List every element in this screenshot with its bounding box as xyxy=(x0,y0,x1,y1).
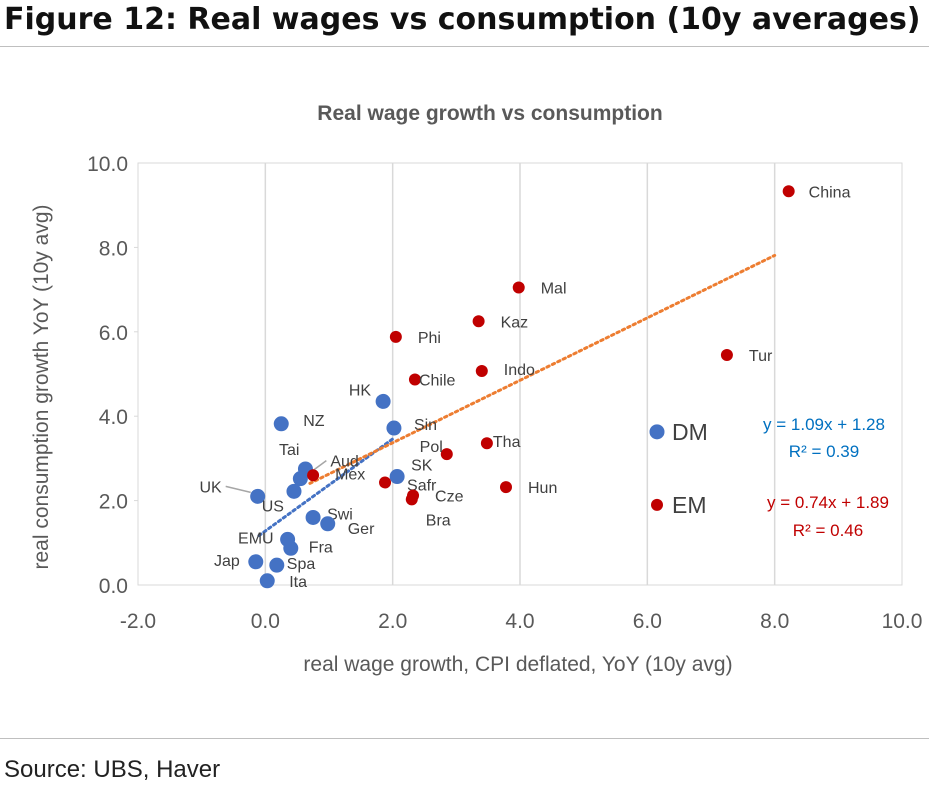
em-legend-label: EM xyxy=(672,492,707,518)
y-axis-title: real consumption growth YoY (10y avg) xyxy=(30,205,53,570)
y-tick-label: 8.0 xyxy=(99,237,128,260)
em-legend-marker xyxy=(651,498,663,511)
x-tick-label: 6.0 xyxy=(633,610,662,633)
dm-point-hk xyxy=(375,393,391,409)
em-point-china xyxy=(782,185,795,198)
em-point-kaz xyxy=(472,315,485,328)
x-tick-label: 8.0 xyxy=(760,610,789,633)
x-tick-label: 2.0 xyxy=(378,610,407,633)
x-tick-label: 10.0 xyxy=(882,610,923,633)
point-label-uk: UK xyxy=(199,479,222,496)
y-tick-label: 2.0 xyxy=(99,491,128,514)
em-trendline xyxy=(308,253,777,485)
source-note: Source: UBS, Haver xyxy=(4,756,221,783)
point-label-bra: Bra xyxy=(426,512,451,529)
point-label-mex: Mex xyxy=(335,466,365,483)
point-label-emu: EMU xyxy=(238,530,274,547)
y-tick-label: 10.0 xyxy=(87,153,128,176)
point-label-chile: Chile xyxy=(419,372,456,389)
scatter-chart: Real wage growth vs consumption -2.0 0.0 2.… xyxy=(30,102,923,676)
dm-point-uk xyxy=(250,488,266,504)
title-rule xyxy=(0,46,929,47)
em-point-indo xyxy=(475,365,488,378)
point-label-china: China xyxy=(809,184,851,201)
point-label-jap: Jap xyxy=(214,553,240,570)
dm-point-jap xyxy=(248,554,264,570)
label-leader-uk xyxy=(225,485,251,494)
point-label-us: US xyxy=(262,498,284,515)
x-tick-label: -2.0 xyxy=(120,610,156,633)
em-point-tur xyxy=(720,349,733,362)
dm-point-us xyxy=(286,483,302,499)
point-label-spa: Spa xyxy=(287,556,316,573)
dm-point-aud xyxy=(292,471,308,487)
point-label-hk: HK xyxy=(349,382,372,399)
em-point-phi xyxy=(389,330,402,343)
point-label-kaz: Kaz xyxy=(501,314,529,331)
dm-legend-marker xyxy=(649,424,665,440)
chart-title: Real wage growth vs consumption xyxy=(317,102,662,125)
point-label-ger: Ger xyxy=(348,521,375,538)
y-tick-label: 6.0 xyxy=(99,322,128,345)
point-label-sk: SK xyxy=(411,458,433,475)
dm-point-sin xyxy=(386,420,402,436)
dm-trend-r2: R² = 0.39 xyxy=(789,442,859,461)
em-point-tha xyxy=(480,437,493,450)
x-tick-label: 0.0 xyxy=(251,610,280,633)
em-point-bra xyxy=(405,493,418,506)
point-label-pol: Pol xyxy=(420,439,443,456)
point-label-nz: NZ xyxy=(303,413,325,430)
point-label-tur: Tur xyxy=(749,348,773,365)
dm-point-spa xyxy=(269,557,285,573)
point-label-hun: Hun xyxy=(528,480,557,497)
point-label-indo: Indo xyxy=(504,362,535,379)
dm-point-ger xyxy=(320,516,336,532)
y-tick-label: 4.0 xyxy=(99,406,128,429)
x-tick-label: 4.0 xyxy=(505,610,534,633)
point-label-sin: Sin xyxy=(414,417,437,434)
em-point-hun xyxy=(499,481,512,494)
dm-trend-equation: y = 1.09x + 1.28 xyxy=(763,415,885,434)
figure-title: Figure 12: Real wages vs consumption (10… xyxy=(4,2,921,37)
dm-point-sk xyxy=(389,469,405,485)
point-label-tha: Tha xyxy=(493,434,521,451)
em-point-chile xyxy=(408,373,421,386)
x-axis-title: real wage growth, CPI deflated, YoY (10y… xyxy=(303,653,732,676)
point-label-cze: Cze xyxy=(435,489,464,506)
dm-point-ita xyxy=(259,573,275,589)
em-point-mal xyxy=(512,281,525,294)
source-rule xyxy=(0,738,929,739)
y-tick-label: 0.0 xyxy=(99,575,128,598)
point-label-ita: Ita xyxy=(289,574,307,591)
point-label-aud: Aud xyxy=(330,454,358,471)
dm-legend-label: DM xyxy=(672,419,708,445)
em-trend-r2: R² = 0.46 xyxy=(793,521,863,540)
point-label-fra: Fra xyxy=(309,539,333,556)
dm-point-fra xyxy=(283,540,299,556)
em-trend-equation: y = 0.74x + 1.89 xyxy=(767,493,889,512)
point-label-mal: Mal xyxy=(541,280,567,297)
dm-point-nz xyxy=(273,416,289,432)
point-label-phi: Phi xyxy=(418,330,441,347)
em-point-pol xyxy=(440,448,453,461)
em-point-mex xyxy=(307,469,320,482)
dm-point-swi xyxy=(305,509,321,525)
em-point-safr xyxy=(379,476,392,489)
point-label-tai: Tai xyxy=(279,442,299,459)
